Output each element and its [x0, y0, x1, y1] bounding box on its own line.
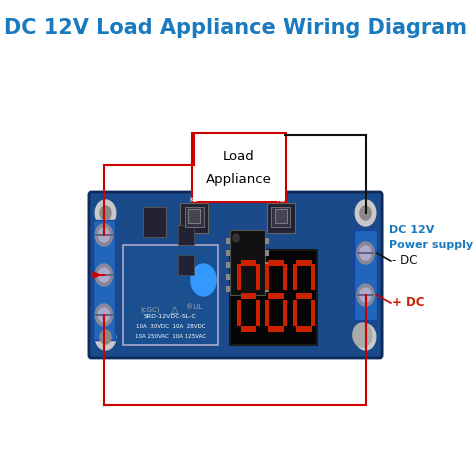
Bar: [293, 264, 297, 290]
Bar: [265, 264, 269, 290]
Bar: [355, 230, 376, 320]
Bar: [265, 300, 269, 326]
Bar: [255, 300, 260, 326]
Bar: [265, 262, 269, 268]
Bar: [268, 293, 284, 299]
Bar: [241, 260, 256, 266]
Text: Appliance: Appliance: [206, 173, 272, 185]
Text: YVA-3: YVA-3: [84, 266, 89, 284]
Text: K1: K1: [276, 197, 285, 203]
Bar: [268, 260, 284, 266]
Bar: [265, 250, 269, 256]
Bar: [188, 209, 201, 223]
Bar: [296, 260, 312, 266]
Bar: [293, 300, 297, 326]
Bar: [226, 238, 229, 244]
Circle shape: [95, 200, 116, 226]
Bar: [265, 238, 269, 244]
Bar: [272, 207, 291, 227]
Bar: [229, 230, 265, 295]
Bar: [268, 326, 284, 332]
Bar: [178, 255, 194, 275]
Bar: [311, 264, 315, 290]
Bar: [283, 264, 287, 290]
Bar: [229, 250, 317, 345]
Circle shape: [360, 246, 371, 260]
Bar: [93, 220, 115, 340]
Bar: [283, 300, 287, 326]
Bar: [311, 300, 315, 326]
Bar: [241, 326, 256, 332]
Text: ®UL: ®UL: [186, 304, 202, 310]
Text: 10A  30VDC  10A  28VDC: 10A 30VDC 10A 28VDC: [136, 325, 205, 329]
Bar: [226, 286, 229, 292]
Circle shape: [191, 264, 216, 296]
Text: 10A 250VAC  10A 125VAC: 10A 250VAC 10A 125VAC: [135, 335, 206, 339]
Circle shape: [360, 288, 371, 302]
Bar: [226, 274, 229, 280]
Bar: [143, 207, 166, 237]
Circle shape: [95, 324, 116, 350]
Circle shape: [95, 304, 113, 326]
Circle shape: [95, 264, 113, 286]
Bar: [226, 250, 229, 256]
Circle shape: [360, 206, 371, 220]
Text: SRD-12VDC-SL-C: SRD-12VDC-SL-C: [144, 315, 197, 319]
FancyBboxPatch shape: [192, 133, 286, 202]
Text: Power supply: Power supply: [389, 240, 474, 250]
Bar: [296, 293, 312, 299]
Circle shape: [360, 330, 371, 344]
Bar: [241, 293, 256, 299]
Circle shape: [100, 330, 111, 344]
Bar: [237, 264, 241, 290]
Circle shape: [353, 323, 372, 347]
Text: K2: K2: [190, 197, 199, 203]
Text: DC 12V Load Appliance Wiring Diagram: DC 12V Load Appliance Wiring Diagram: [4, 18, 466, 38]
Text: DC 12V: DC 12V: [389, 225, 435, 235]
Text: (cGC): (cGC): [141, 307, 160, 313]
Bar: [267, 203, 295, 233]
Circle shape: [357, 284, 374, 306]
Bar: [237, 300, 241, 326]
Bar: [255, 264, 260, 290]
FancyBboxPatch shape: [89, 192, 382, 358]
Circle shape: [99, 228, 109, 242]
Bar: [265, 286, 269, 292]
Circle shape: [355, 324, 376, 350]
Circle shape: [99, 308, 109, 322]
Bar: [265, 274, 269, 280]
Text: Load: Load: [223, 151, 255, 164]
Circle shape: [100, 206, 111, 220]
Circle shape: [99, 268, 109, 282]
Bar: [180, 203, 208, 233]
Circle shape: [233, 234, 239, 242]
Bar: [123, 245, 218, 345]
Bar: [226, 262, 229, 268]
Circle shape: [357, 242, 374, 264]
Text: - DC: - DC: [392, 255, 418, 267]
Bar: [296, 326, 312, 332]
Text: + DC: + DC: [392, 297, 425, 310]
Bar: [178, 225, 194, 245]
Circle shape: [355, 200, 376, 226]
Bar: [274, 209, 287, 223]
Bar: [184, 207, 203, 227]
Circle shape: [95, 224, 113, 246]
Text: △: △: [171, 305, 178, 315]
